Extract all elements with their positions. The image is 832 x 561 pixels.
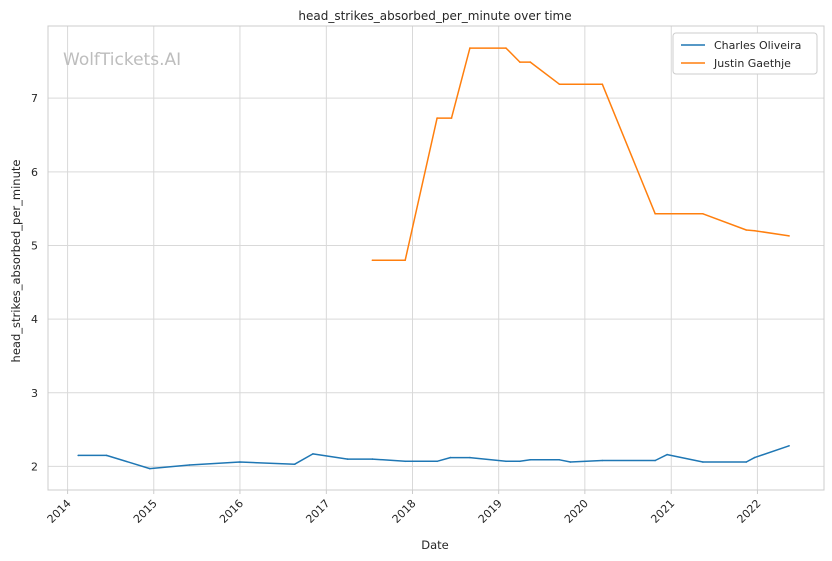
data-point-justin-gaethje <box>601 83 604 85</box>
data-point-charles-oliveira <box>77 454 79 457</box>
data-point-charles-oliveira <box>745 461 748 463</box>
data-point-charles-oliveira <box>601 459 604 462</box>
data-point-justin-gaethje <box>371 259 374 262</box>
data-point-charles-oliveira <box>293 463 296 466</box>
legend-box <box>672 32 818 75</box>
data-point-justin-gaethje <box>450 117 453 119</box>
x-axis-label: Date <box>421 538 449 552</box>
data-point-charles-oliveira <box>149 467 151 470</box>
data-point-justin-gaethje <box>505 47 507 49</box>
x-tick-label: 2018 <box>390 497 419 526</box>
data-point-charles-oliveira <box>569 461 572 463</box>
y-axis-label: head_strikes_absorbed_per_minute <box>9 160 23 363</box>
data-point-justin-gaethje <box>558 83 561 85</box>
data-point-charles-oliveira <box>346 458 349 460</box>
y-tick-label: 7 <box>31 92 38 105</box>
y-tick-label: 3 <box>31 387 38 400</box>
legend-label-justin-gaethje: Justin Gaethje <box>713 57 791 70</box>
plot-frame <box>47 25 825 491</box>
data-point-justin-gaethje <box>404 259 407 262</box>
x-tick-label: 2017 <box>303 497 332 526</box>
y-tick-label: 4 <box>31 313 38 326</box>
series-line-justin-gaethje <box>372 47 790 261</box>
data-point-charles-oliveira <box>519 460 521 463</box>
watermark: WolfTickets.AI <box>63 50 181 70</box>
y-tick-label: 5 <box>31 239 38 252</box>
data-point-justin-gaethje <box>436 117 438 119</box>
y-tick-label: 6 <box>31 166 38 179</box>
data-point-justin-gaethje <box>529 61 532 63</box>
data-point-charles-oliveira <box>788 445 790 447</box>
x-tick-label: 2021 <box>648 497 677 526</box>
series-lines <box>77 47 790 470</box>
chart-title: head_strikes_absorbed_per_minute over ti… <box>298 9 571 23</box>
data-point-charles-oliveira <box>239 461 241 463</box>
legend-label-charles-oliveira: Charles Oliveira <box>714 39 801 52</box>
grid <box>48 26 824 494</box>
data-point-justin-gaethje <box>753 229 756 232</box>
data-point-charles-oliveira <box>558 459 561 461</box>
y-tick-label: 2 <box>31 460 38 473</box>
series-line-charles-oliveira <box>78 445 790 470</box>
data-point-justin-gaethje <box>702 213 704 215</box>
data-point-justin-gaethje <box>654 213 656 215</box>
data-point-charles-oliveira <box>654 459 656 462</box>
data-point-charles-oliveira <box>436 460 438 463</box>
x-tick-label: 2019 <box>476 497 505 526</box>
data-point-justin-gaethje <box>519 61 521 63</box>
data-point-charles-oliveira <box>505 460 507 463</box>
data-point-charles-oliveira <box>371 458 374 460</box>
x-tick-label: 2015 <box>131 497 160 526</box>
data-point-charles-oliveira <box>666 453 668 456</box>
data-point-charles-oliveira <box>529 459 532 461</box>
data-point-charles-oliveira <box>105 454 108 457</box>
x-tick-label: 2016 <box>217 497 246 526</box>
data-point-charles-oliveira <box>188 464 191 466</box>
data-point-charles-oliveira <box>702 461 704 463</box>
data-point-justin-gaethje <box>469 47 471 49</box>
data-point-charles-oliveira <box>312 453 314 455</box>
legend: Charles Oliveira Justin Gaethje <box>672 32 818 75</box>
data-point-charles-oliveira <box>469 456 471 459</box>
data-point-charles-oliveira <box>404 460 407 463</box>
data-point-charles-oliveira <box>753 456 756 459</box>
data-point-justin-gaethje <box>745 229 748 231</box>
data-point-charles-oliveira <box>449 456 452 459</box>
data-point-justin-gaethje <box>788 235 790 237</box>
x-tick-label: 2014 <box>45 497 74 526</box>
x-tick-label: 2022 <box>735 497 764 526</box>
x-tick-label: 2020 <box>562 497 591 526</box>
